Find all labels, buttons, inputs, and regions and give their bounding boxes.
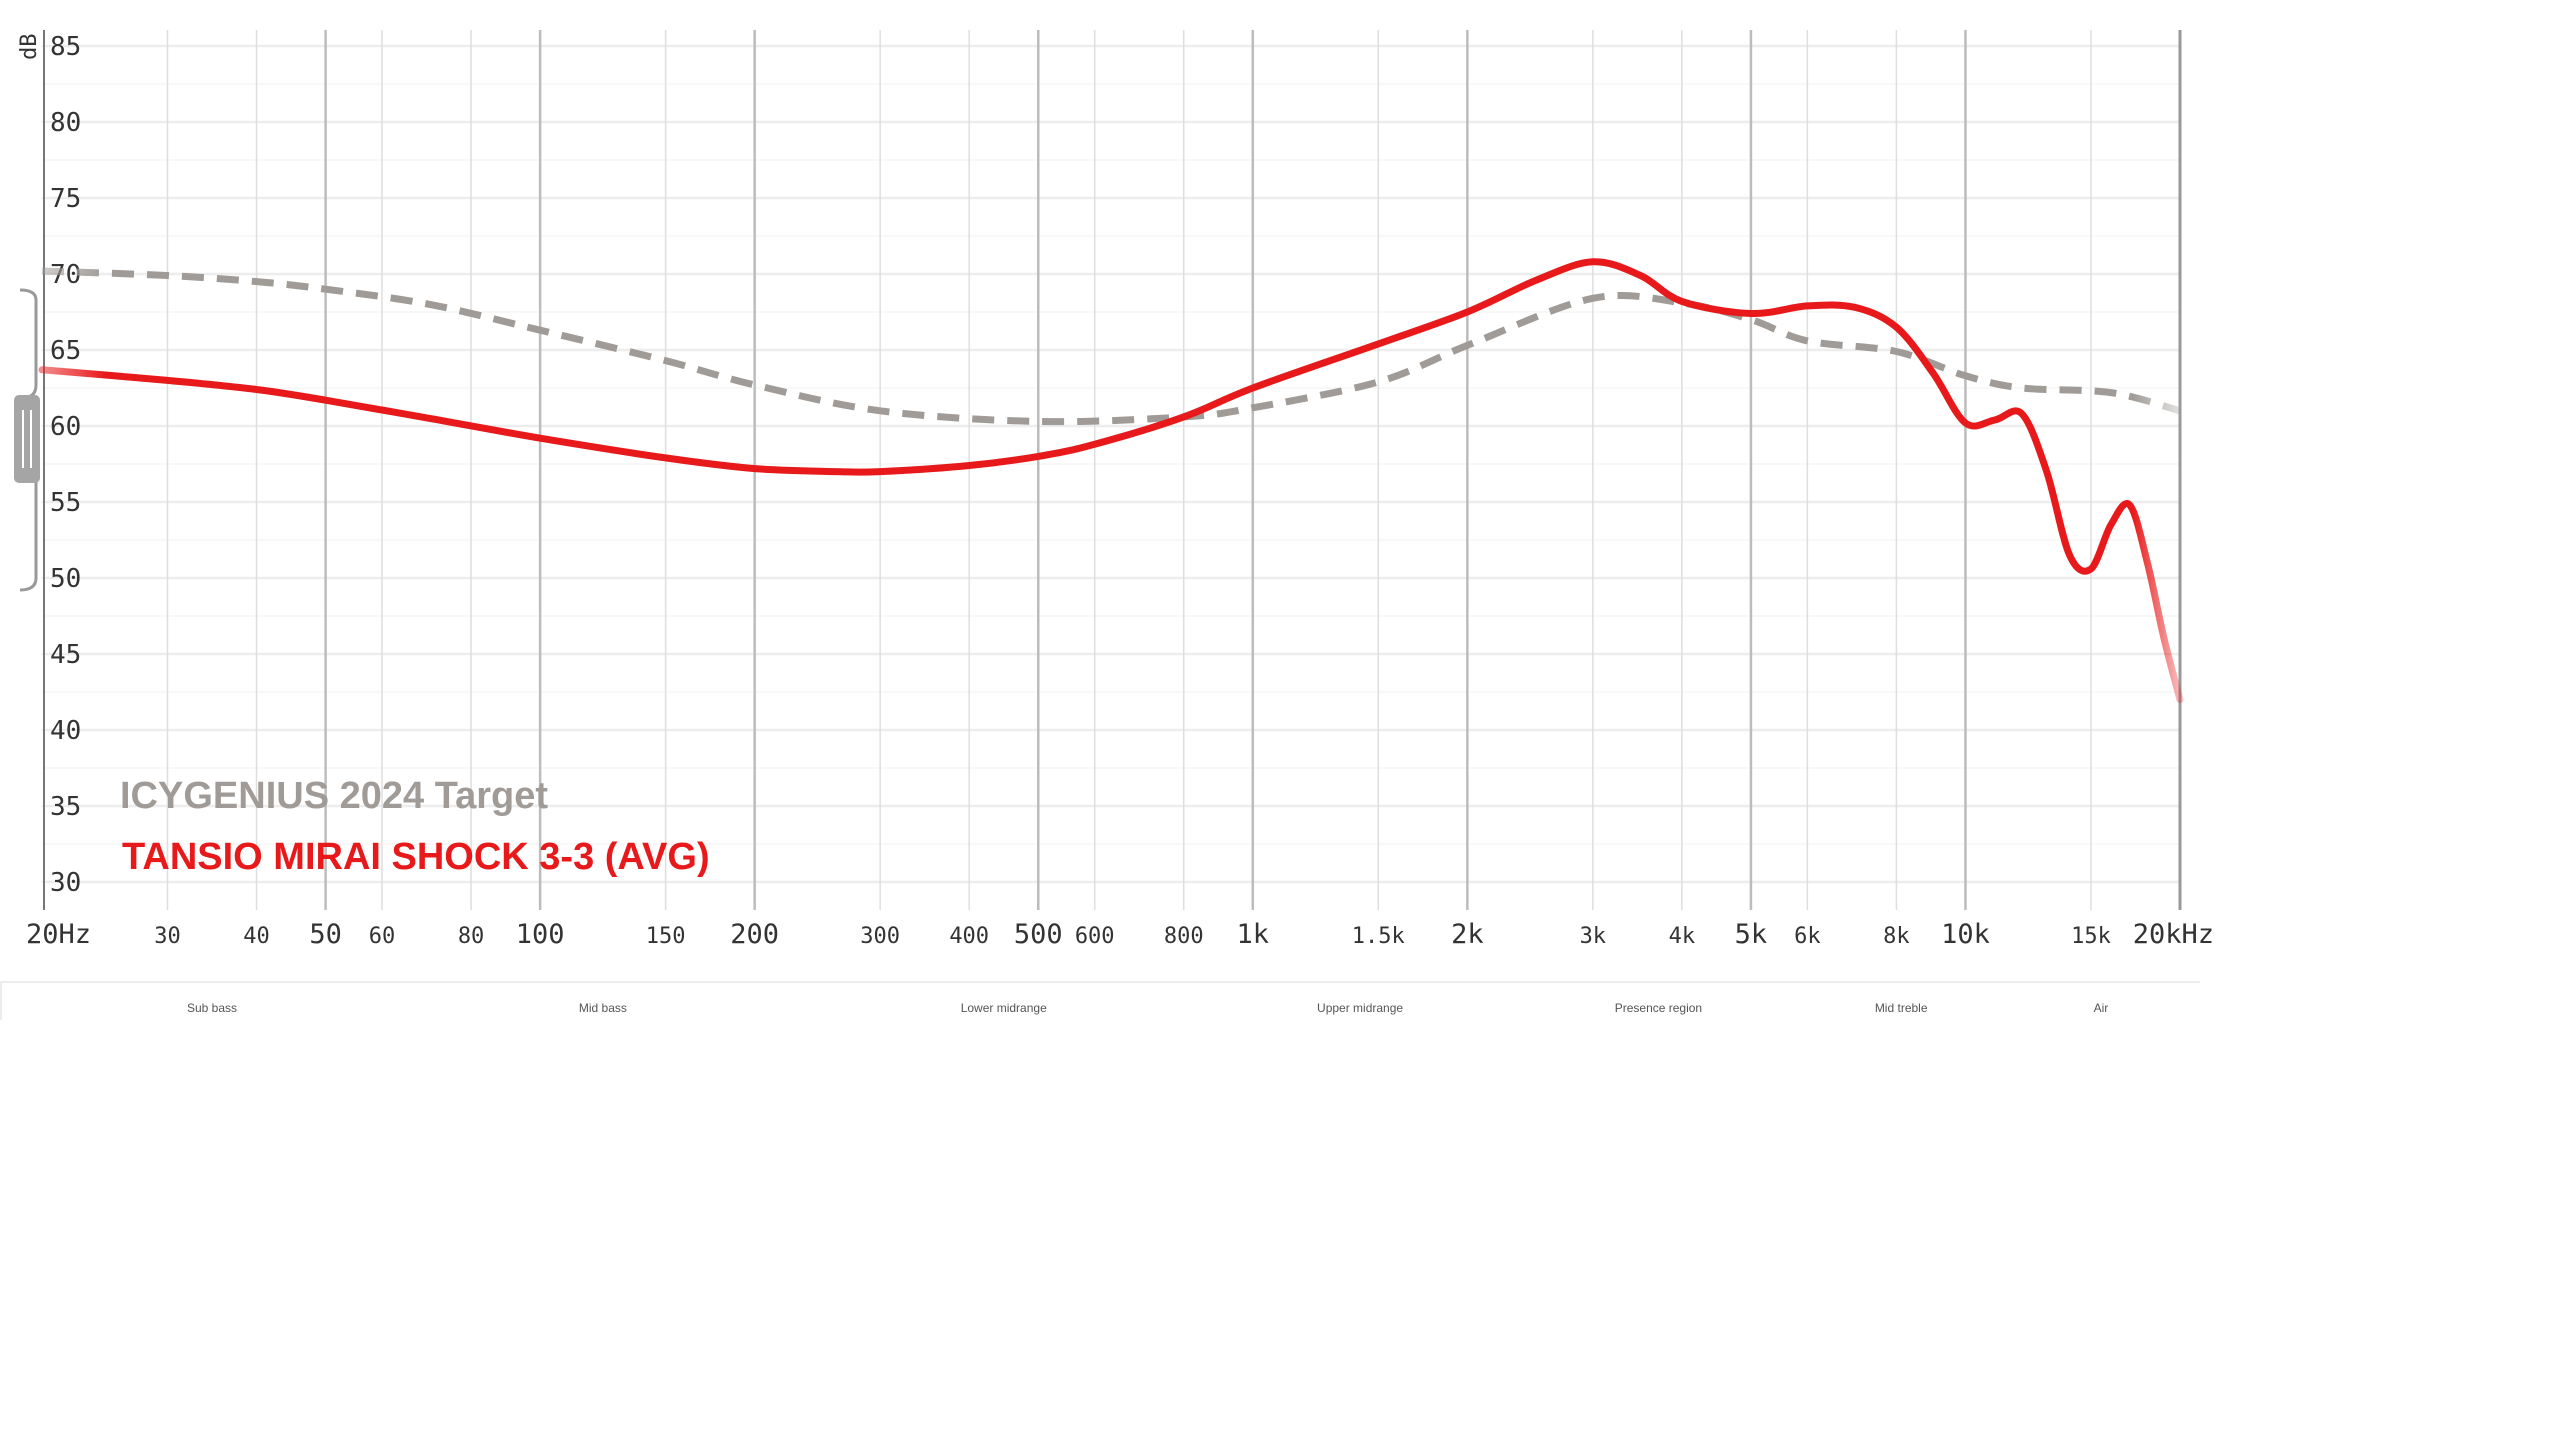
y-tick-label: 30: [50, 868, 81, 898]
x-tick-label: 4k: [1669, 924, 1696, 949]
x-tick-label: 1.5k: [1352, 924, 1405, 949]
region-label: Mid treble: [1875, 1001, 1928, 1015]
region-label: Presence region: [1615, 1001, 1702, 1015]
x-axis-tick-labels: 20Hz 30 40 50 60 80 100 150 200 300 400 500 600 800 1k…: [26, 919, 2214, 950]
frequency-region-labels: Sub bass Mid bass Lower midrange Upper midr…: [187, 1001, 2108, 1015]
x-tick-label: 20Hz: [26, 919, 91, 950]
legend: ICYGENIUS 2024 Target TANSIO MIRAI SHOCK…: [120, 775, 710, 878]
y-tick-label: 70: [50, 260, 81, 290]
y-tick-label: 40: [50, 716, 81, 746]
y-tick-label: 65: [50, 336, 81, 366]
x-tick-label: 20kHz: [2133, 919, 2214, 950]
x-tick-label: 50: [309, 919, 342, 950]
y-tick-label: 35: [50, 792, 81, 822]
y-tick-label: 60: [50, 412, 81, 442]
curve-target[interactable]: [41, 267, 2181, 426]
x-tick-label: 300: [860, 924, 900, 949]
x-tick-label: 150: [646, 924, 686, 949]
y-axis-unit-label: dB: [17, 34, 42, 61]
y-tick-label: 55: [50, 488, 81, 518]
x-tick-label: 5k: [1735, 919, 1768, 950]
x-tick-label: 1k: [1237, 919, 1270, 950]
y-tick-label: 50: [50, 564, 81, 594]
x-tick-label: 60: [369, 924, 396, 949]
region-label: Mid bass: [579, 1001, 627, 1015]
x-tick-label: 8k: [1883, 924, 1910, 949]
legend-entry-target[interactable]: ICYGENIUS 2024 Target: [120, 775, 548, 817]
region-label: Air: [2094, 1001, 2109, 1015]
x-tick-label: 200: [730, 919, 779, 950]
y-tick-label: 45: [50, 640, 81, 670]
x-tick-label: 80: [458, 924, 485, 949]
x-tick-label: 500: [1014, 919, 1063, 950]
x-tick-label: 15k: [2071, 924, 2111, 949]
x-tick-label: 6k: [1794, 924, 1821, 949]
x-tick-label: 100: [516, 919, 565, 950]
y-tick-label: 85: [50, 32, 81, 62]
x-tick-label: 10k: [1941, 919, 1990, 950]
y-tick-label: 80: [50, 108, 81, 138]
horizontal-gridlines: [42, 44, 2180, 884]
x-tick-label: 2k: [1451, 919, 1484, 950]
curves: [38, 258, 2184, 704]
x-tick-label: 40: [243, 924, 270, 949]
y-tick-label: 75: [50, 184, 81, 214]
x-tick-label: 30: [154, 924, 181, 949]
x-tick-label: 400: [949, 924, 989, 949]
y-axis-tick-labels: 30 35 40 45 50 55 60 65 70 75 80 85: [50, 32, 81, 898]
region-label: Upper midrange: [1317, 1001, 1403, 1015]
x-tick-label: 3k: [1580, 924, 1607, 949]
curve-measurement[interactable]: [38, 258, 2184, 704]
region-label: Lower midrange: [961, 1001, 1047, 1015]
x-tick-label: 600: [1075, 924, 1115, 949]
x-tick-label: 800: [1164, 924, 1204, 949]
legend-entry-measurement[interactable]: TANSIO MIRAI SHOCK 3-3 (AVG): [122, 836, 710, 878]
region-label: Sub bass: [187, 1001, 237, 1015]
scale-bracket-handle[interactable]: [14, 288, 40, 592]
